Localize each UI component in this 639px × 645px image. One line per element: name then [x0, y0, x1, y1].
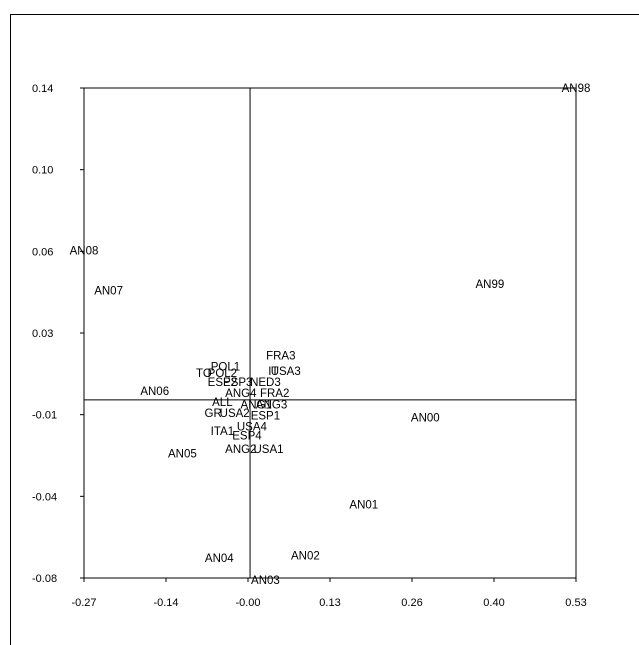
- x-tick-label: 0.26: [401, 597, 422, 609]
- point-label-gr: GR: [205, 408, 222, 420]
- point-label-ang2: ANG2: [225, 444, 256, 456]
- point-label-an07: AN07: [94, 286, 123, 298]
- point-label-to: TO: [196, 368, 212, 380]
- point-label-esp3: ESP3: [223, 377, 252, 389]
- point-label-usa1: USA1: [253, 444, 283, 456]
- point-label-an05: AN05: [168, 448, 197, 460]
- point-label-an06: AN06: [140, 386, 169, 398]
- point-label-ang4: ANG4: [225, 388, 257, 400]
- point-label-ang1: ANG1: [241, 399, 272, 411]
- x-tick-label: 0.40: [483, 597, 504, 609]
- y-tick-label: 0.03: [32, 328, 53, 340]
- point-label-esp1: ESP1: [251, 410, 280, 422]
- x-tick-label: 0.13: [319, 597, 340, 609]
- point-label-ned3: NED3: [250, 377, 281, 389]
- data-labels: AN98 AN08 AN07 AN99 AN06 AN00 AN05 AN01 AN02 AN04…: [70, 83, 591, 587]
- point-label-usa2: USA2: [220, 408, 250, 420]
- point-label-ang3: ANG3: [256, 399, 287, 411]
- point-label-usa4: USA4: [237, 422, 268, 434]
- x-tick-label: -0.27: [71, 597, 96, 609]
- axes: -0.27 -0.14 -0.00 0.13 0.26 0.40 0.53 0.14 0.10 0…: [32, 83, 587, 609]
- point-label-an98: AN98: [562, 83, 591, 95]
- point-label-fra2: FRA2: [260, 388, 289, 400]
- y-tick-label: -0.08: [32, 573, 57, 585]
- point-label-an04: AN04: [205, 553, 234, 565]
- point-label-usa3: USA3: [271, 366, 301, 378]
- y-tick-label: 0.06: [32, 246, 53, 258]
- y-tick-label: -0.01: [32, 410, 57, 422]
- point-label-it: IT: [268, 366, 278, 378]
- point-label-all: ALL: [212, 397, 233, 409]
- point-label-esp4: ESP4: [232, 430, 262, 442]
- point-label-an08: AN08: [70, 246, 99, 258]
- point-label-ita1: ITA1: [211, 426, 234, 438]
- point-label-an03: AN03: [251, 575, 280, 587]
- point-label-an00: AN00: [411, 413, 440, 425]
- x-tick-label: -0.14: [153, 597, 178, 609]
- chart-frame: [10, 14, 639, 645]
- x-tick-label: 0.53: [565, 597, 586, 609]
- x-tick-label: -0.00: [235, 597, 260, 609]
- y-tick-label: -0.04: [32, 491, 57, 503]
- point-label-pol1: POL1: [211, 361, 240, 373]
- point-label-an01: AN01: [349, 500, 378, 512]
- point-label-pol2: POL2: [208, 368, 237, 380]
- y-tick-label: 0.10: [32, 165, 53, 177]
- point-label-an99: AN99: [476, 279, 505, 291]
- point-label-an02: AN02: [291, 551, 320, 563]
- point-label-esp2: ESP2: [208, 377, 237, 389]
- point-label-fra3: FRA3: [266, 350, 295, 362]
- y-tick-label: 0.14: [32, 83, 53, 95]
